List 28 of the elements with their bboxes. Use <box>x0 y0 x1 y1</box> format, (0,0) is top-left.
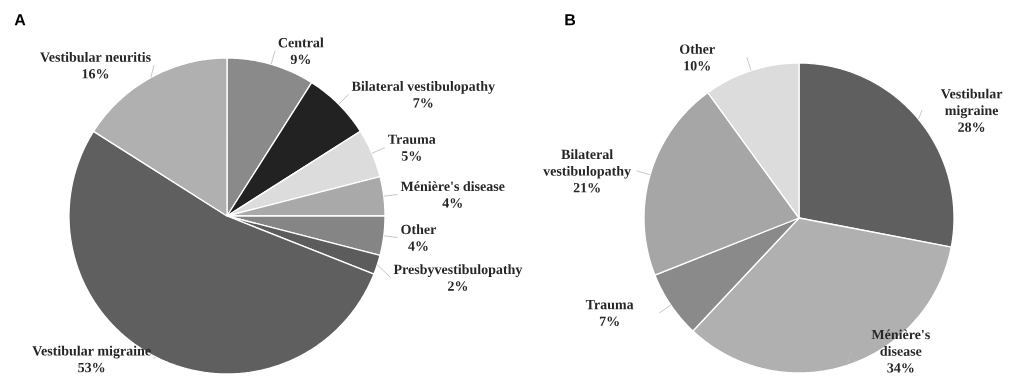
data-label: 28% <box>958 122 985 132</box>
data-label: 34% <box>887 363 914 373</box>
slice-label: Bilateral vestibulopathy <box>351 81 495 94</box>
slice-label: Trauma <box>388 134 436 145</box>
data-label: 7% <box>599 316 619 326</box>
data-label: 5% <box>401 151 421 161</box>
data-label: 21% <box>573 182 600 193</box>
slice-label: Central <box>278 37 324 48</box>
data-label: 9% <box>290 54 311 65</box>
slice-label: Vestibular migraine <box>32 345 151 359</box>
data-label: 10% <box>684 61 710 71</box>
slice-label: Ménière's disease <box>871 329 930 356</box>
data-label: 2% <box>448 281 468 291</box>
data-label: 4% <box>442 198 462 208</box>
slice-label: Presbyvestibulopathy <box>393 264 523 277</box>
slice-label: Other <box>680 43 715 54</box>
slice-label: Ménière's disease <box>400 181 505 192</box>
data-label: 4% <box>408 241 428 251</box>
chart-title: A <box>14 14 26 26</box>
slice-label: Vestibular migraine <box>940 88 1003 119</box>
slice-label: Trauma <box>585 299 634 310</box>
slice-label: Vestibular neuritis <box>40 52 151 62</box>
slice-label: Other <box>401 224 437 235</box>
data-label: 53% <box>78 362 105 373</box>
data-label: 16% <box>82 69 109 79</box>
chart-title: B <box>565 14 576 26</box>
slice-label: Bilateral vestibulopathy <box>543 149 631 179</box>
data-label: 7% <box>413 98 433 108</box>
